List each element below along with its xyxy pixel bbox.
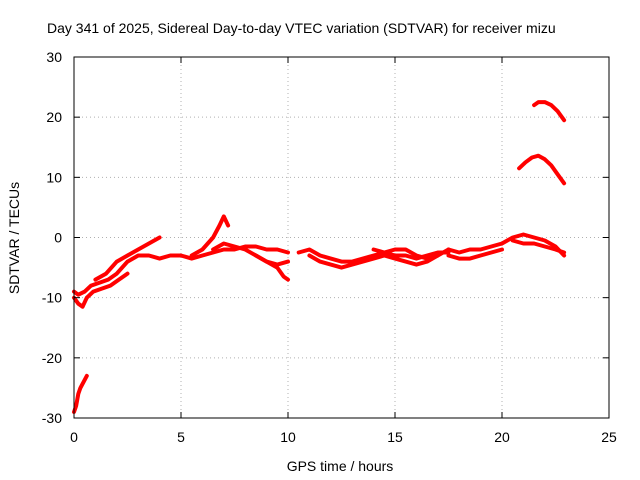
y-tick-label: -20 [42, 350, 62, 366]
x-tick-label: 10 [280, 429, 296, 445]
plot-frame [73, 56, 610, 419]
grid-lines [74, 57, 609, 418]
series-line-arc-10 [371, 247, 451, 261]
data-series [72, 100, 567, 414]
x-tick-label: 0 [70, 429, 78, 445]
series-line-arc-11 [446, 232, 567, 258]
x-axis-label: GPS time / hours [287, 458, 394, 474]
x-tick-label: 15 [387, 429, 403, 445]
series-line-arc-7 [253, 253, 290, 267]
series-line-arc-3 [72, 271, 130, 309]
series-line-arc-2 [72, 244, 290, 297]
x-tick-label: 20 [494, 429, 510, 445]
x-tick-label: 5 [177, 429, 185, 445]
chart-title: Day 341 of 2025, Sidereal Day-to-day VTE… [47, 20, 556, 36]
y-tick-label: -10 [42, 290, 62, 306]
series-line-arc-14 [517, 153, 567, 186]
x-tick-label: 25 [601, 429, 617, 445]
series-line-arc-5 [189, 214, 231, 258]
tick-labels: 0 5 10 15 20 25 -30 -20 -10 0 10 20 30 [42, 49, 617, 445]
y-axis-label: SDTVAR / TECUs [6, 182, 22, 294]
series-line-arc-1 [72, 373, 89, 414]
y-tick-label: -30 [42, 410, 62, 426]
y-tick-label: 10 [46, 169, 62, 185]
y-tick-label: 0 [54, 230, 62, 246]
series-line-arc-12 [446, 247, 504, 261]
series-line-arc-9 [307, 253, 440, 270]
series-line-arc-4 [93, 235, 162, 282]
y-tick-label: 20 [46, 109, 62, 125]
y-tick-label: 30 [46, 49, 62, 65]
series-line-arc-13 [510, 238, 567, 255]
series-line-arc-15 [532, 100, 567, 123]
